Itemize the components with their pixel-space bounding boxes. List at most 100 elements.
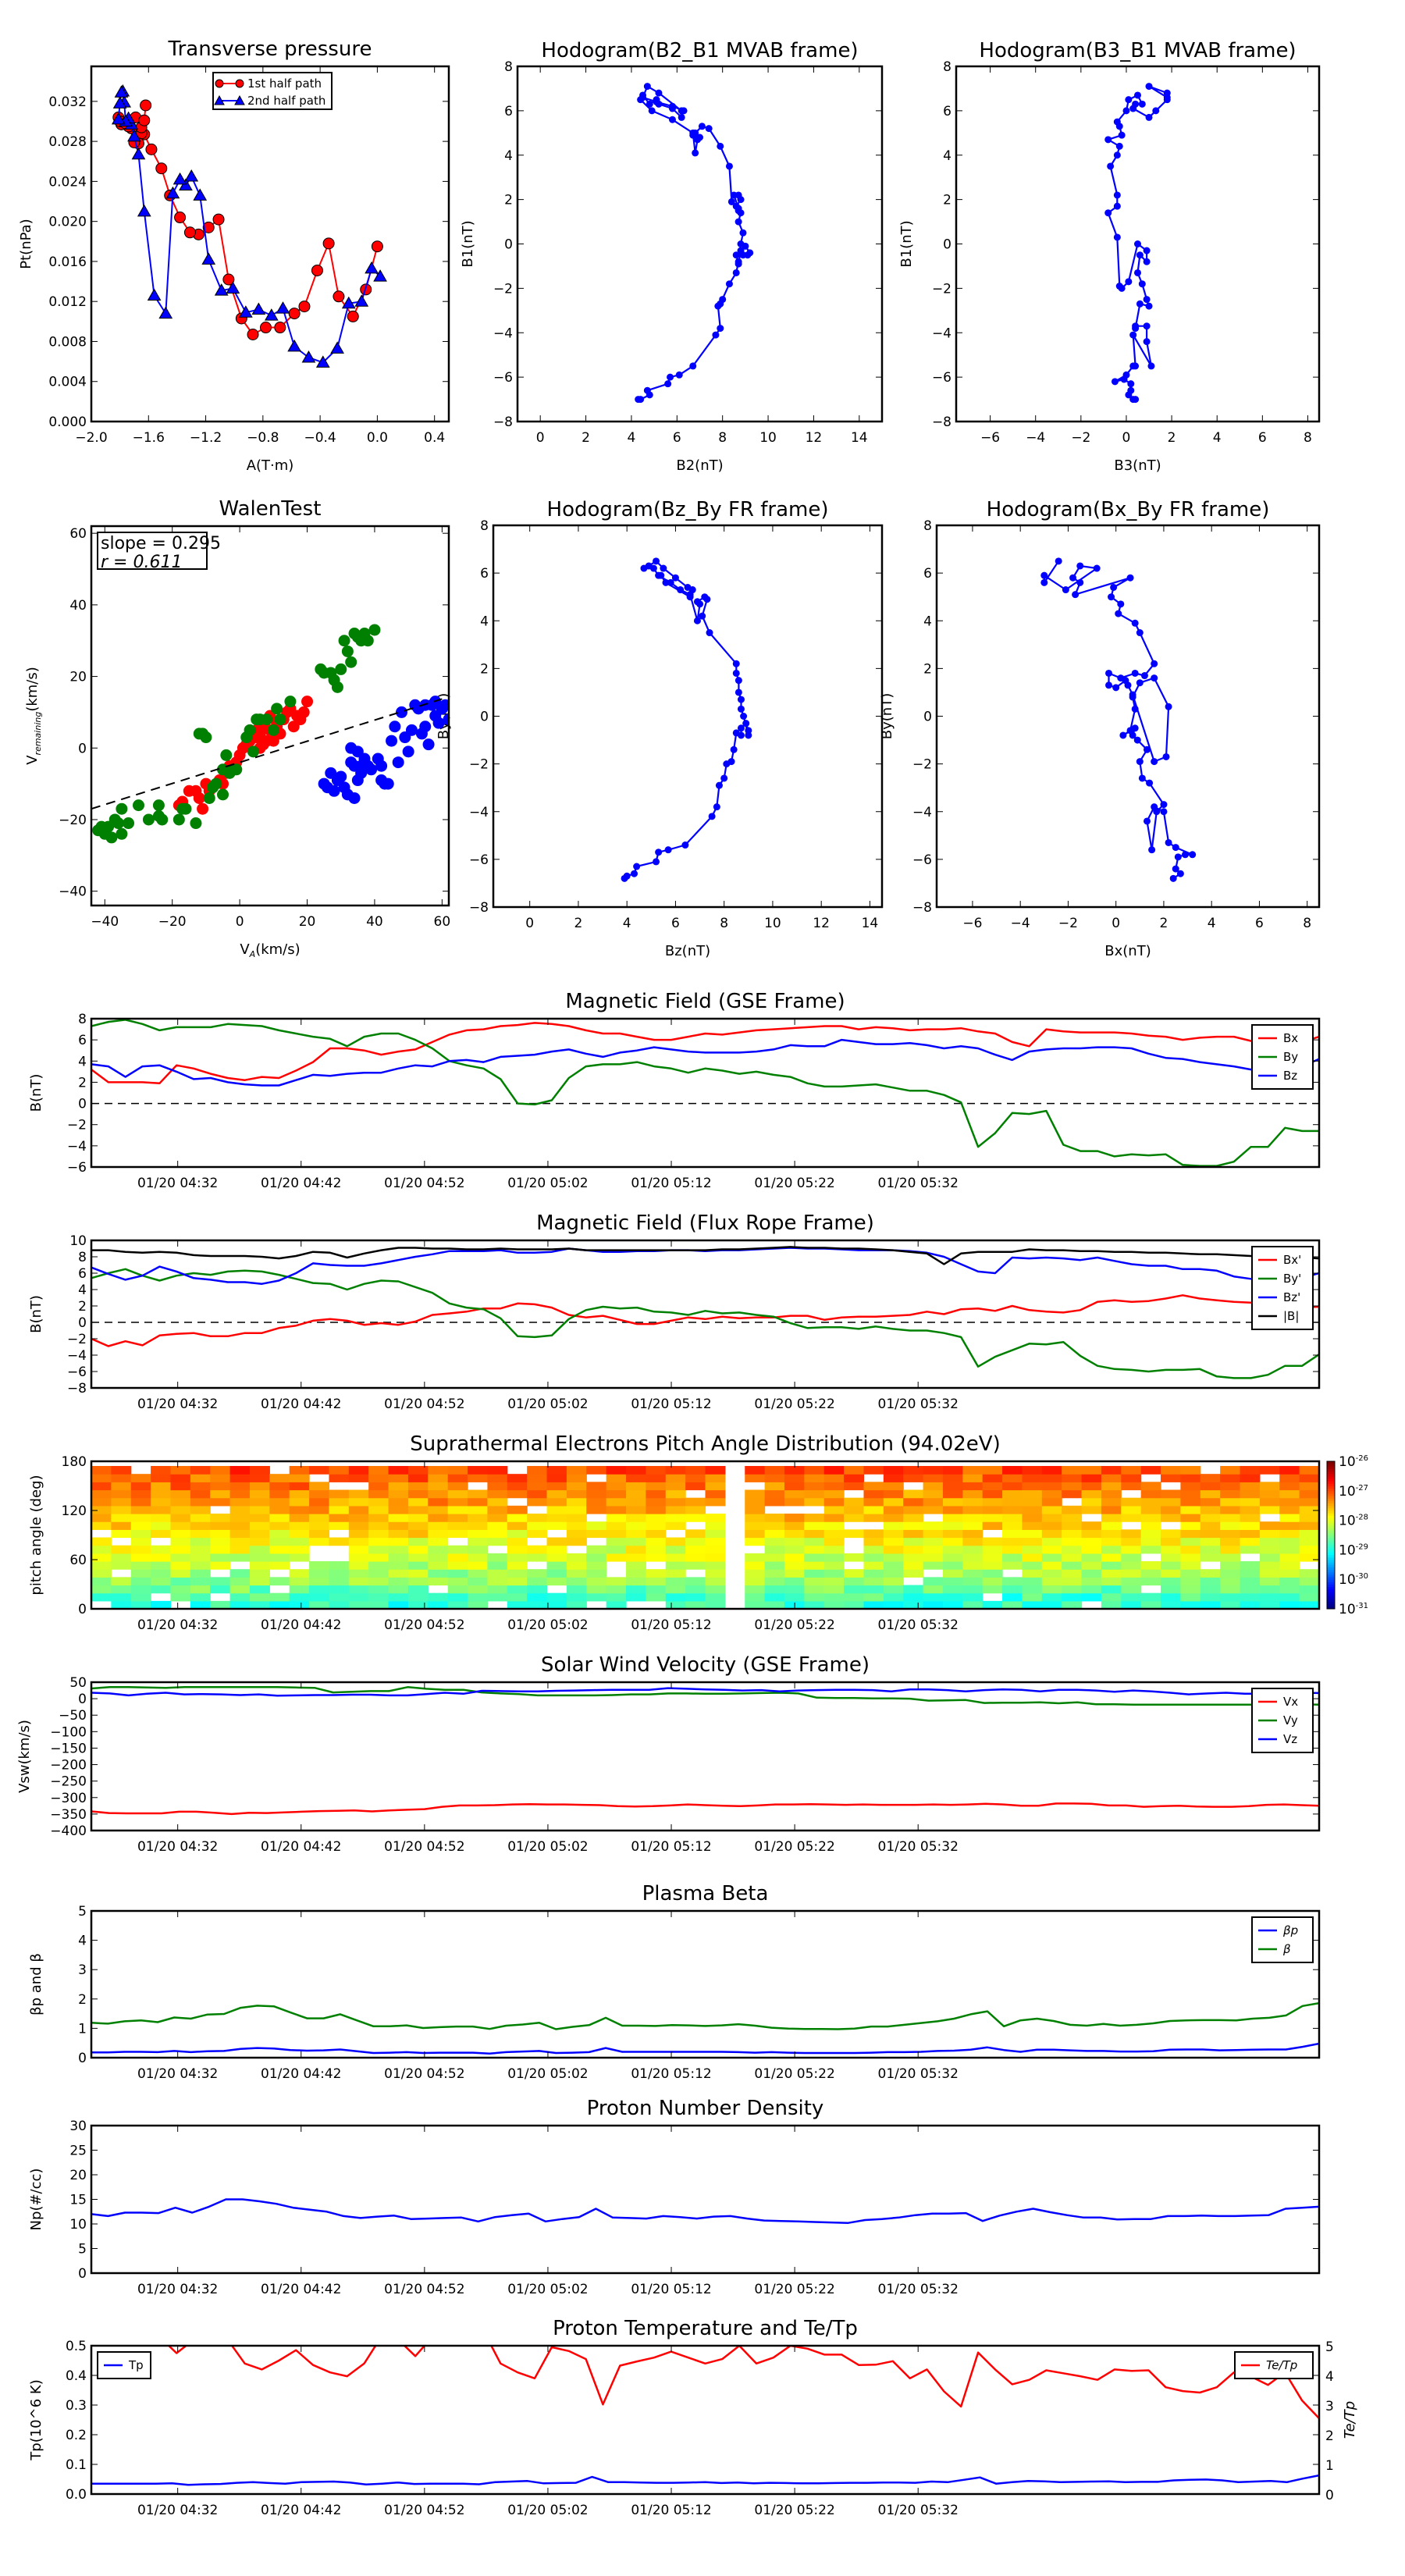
chart-pitch-angle-distribution: Suprathermal Electrons Pitch Angle Distr… [28,1432,1368,1633]
colorbar-segment [1327,1554,1335,1558]
heatmap-cell [665,1497,686,1507]
data-point [145,143,158,155]
colorbar-segment [1327,1503,1335,1507]
heatmap-cell [923,1545,944,1554]
heatmap-cell [1121,1505,1142,1514]
heatmap-cell [665,1553,686,1562]
heatmap-cell [665,1577,686,1586]
heatmap-cell [388,1577,409,1586]
colorbar-segment [1327,1498,1335,1501]
heatmap-cell [764,1529,785,1539]
x-tick-label: −20 [158,914,187,930]
heatmap-cell [249,1592,270,1602]
heatmap-cell [883,1466,904,1475]
heatmap-cell [1180,1537,1201,1546]
data-point [301,350,316,363]
heatmap-cell [428,1505,449,1514]
heatmap-cell [1220,1545,1241,1554]
heatmap-cell [368,1577,389,1586]
y-tick-label: −4 [493,326,513,341]
heatmap-cell [566,1482,587,1491]
heatmap-cell [1259,1600,1280,1610]
heatmap-cell [705,1569,726,1578]
data-point [1110,583,1118,591]
time-tick-label: 01/20 04:52 [384,1617,464,1633]
heatmap-cell [764,1600,785,1610]
x-axis-label: VA(km/s) [240,941,300,959]
heatmap-cell [1041,1489,1062,1499]
heatmap-cell [1161,1474,1181,1482]
data-point [720,774,728,782]
y-tick-label: −6 [67,1160,87,1176]
heatmap-cell [823,1577,845,1586]
x-tick-label: 60 [434,914,451,930]
heatmap-cell [1041,1592,1062,1602]
data-point [1134,269,1141,276]
colorbar-segment [1327,1466,1335,1469]
y-axis-label: By(nT) [879,693,895,739]
y-axis-label: pitch angle (deg) [28,1475,44,1595]
plot-frame [90,525,450,907]
heatmap-cell [368,1497,389,1507]
chart-title: Hodogram(Bx_By FR frame) [987,498,1270,521]
heatmap-cell [1081,1545,1102,1554]
heatmap-cell [170,1529,191,1539]
heatmap-cell [289,1537,310,1546]
heatmap-cell [566,1577,587,1586]
heatmap-cell [1041,1561,1062,1570]
y-tick-label: −2 [932,281,951,297]
series-line-vx [91,1802,1319,1816]
heatmap-cell [170,1569,191,1578]
y-tick-label: 0.4 [66,2368,87,2384]
y-tick-label: −2 [912,757,932,773]
heatmap-cell [407,1497,429,1507]
y-tick-label: 2 [78,1992,87,2008]
heatmap-cell [111,1577,132,1586]
heatmap-cell [1220,1466,1241,1475]
data-point [688,586,696,594]
heatmap-cell [665,1537,686,1546]
heatmap-cell [606,1514,627,1522]
y-tick-label: −4 [469,805,489,820]
heatmap-cell [111,1521,132,1530]
heatmap-cell [566,1561,587,1570]
y-tick-label: 0 [78,741,87,756]
heatmap-cell [883,1545,904,1554]
heatmap-cell [368,1592,389,1602]
heatmap-cell [249,1474,270,1482]
data-point [1140,672,1148,680]
data-point [1126,574,1134,582]
y-label-subscript: remaining [33,712,43,756]
heatmap-cell [1200,1592,1221,1602]
heatmap-cell [348,1561,369,1570]
heatmap-cell [1002,1600,1023,1610]
heatmap-cell [1101,1545,1122,1554]
heatmap-cell [229,1529,251,1539]
legend-label: βp [1282,1923,1298,1937]
series-red [173,696,314,815]
heatmap-cell [447,1585,468,1594]
heatmap-cell [962,1474,984,1482]
colorbar-segment [1327,1539,1335,1543]
y-tick-label: 2 [78,1299,87,1315]
heatmap-cell [923,1600,944,1610]
data-point [230,763,243,776]
data-point [1126,727,1134,735]
heatmap-cell [745,1497,766,1507]
time-tick-label: 01/20 05:32 [878,2282,959,2297]
heatmap-cell [1041,1529,1062,1539]
y-tick-label: −6 [932,370,951,386]
legend-label: Bx' [1283,1253,1301,1267]
y-tick-label: 0.004 [48,375,87,390]
data-point [1143,247,1151,254]
heatmap-cell [823,1545,845,1554]
heatmap-cell [903,1592,924,1602]
time-tick-label: 01/20 04:42 [261,2503,341,2518]
heatmap-cell [586,1529,607,1539]
heatmap-cell [1101,1592,1122,1602]
heatmap-cell [784,1489,805,1499]
heatmap-cell [428,1497,449,1507]
heatmap-cell [982,1600,1003,1610]
heatmap-cell [1200,1514,1221,1522]
heatmap-cell [903,1600,924,1610]
